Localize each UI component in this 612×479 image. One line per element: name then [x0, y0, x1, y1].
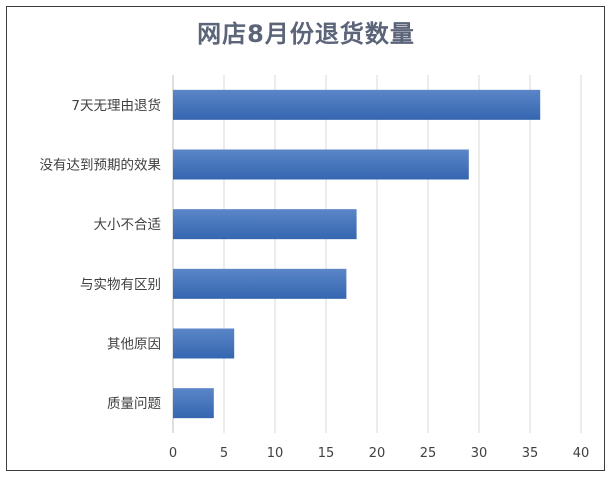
x-tick-label: 35 — [522, 446, 539, 461]
x-tick-label: 20 — [369, 446, 386, 461]
gridlines — [172, 75, 582, 433]
x-tick-label: 25 — [420, 446, 437, 461]
category-label: 7天无理由退货 — [71, 97, 161, 114]
bar — [173, 89, 541, 120]
bar — [173, 388, 214, 419]
x-tick-label: 5 — [220, 446, 228, 461]
x-tick-label: 30 — [471, 446, 488, 461]
category-label: 其他原因 — [107, 337, 161, 353]
bar — [173, 268, 347, 299]
bar — [173, 328, 235, 359]
x-tick-label: 40 — [573, 446, 590, 461]
x-tick-label: 15 — [318, 446, 335, 461]
bar — [173, 209, 357, 240]
category-label: 质量问题 — [107, 396, 161, 412]
bars — [173, 89, 541, 419]
x-tick-labels: 0 5 10 15 20 25 30 35 40 — [169, 446, 589, 461]
x-tick-label: 10 — [267, 446, 284, 461]
x-tick-label: 0 — [169, 446, 177, 461]
bar — [173, 149, 469, 180]
category-label: 与实物有区别 — [80, 277, 161, 293]
chart-title: 网店8月份退货数量 — [197, 20, 415, 48]
category-label: 大小不合适 — [94, 217, 162, 233]
category-label: 没有达到预期的效果 — [40, 158, 162, 174]
